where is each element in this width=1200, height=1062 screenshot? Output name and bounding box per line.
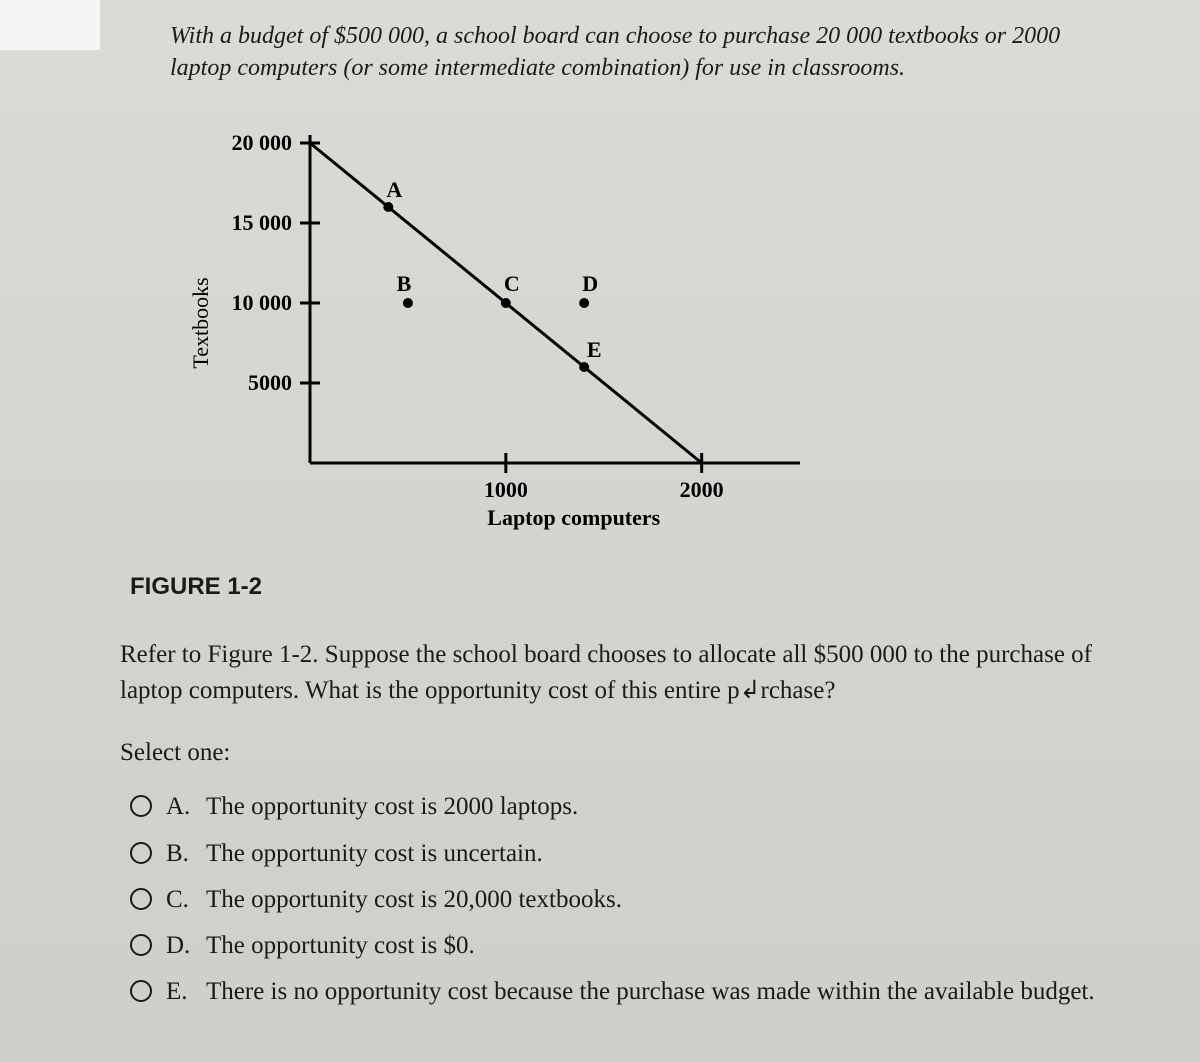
intro-text: With a budget of $500 000, a school boar…: [170, 20, 1150, 85]
svg-text:Laptop computers: Laptop computers: [487, 505, 660, 530]
svg-text:2000: 2000: [680, 477, 724, 502]
select-one-label: Select one:: [120, 739, 1150, 767]
radio-icon[interactable]: [130, 795, 152, 817]
option-c[interactable]: C.The opportunity cost is 20,000 textboo…: [130, 882, 1150, 918]
svg-text:15 000: 15 000: [232, 210, 293, 235]
question-text: Refer to Figure 1-2. Suppose the school …: [120, 637, 1120, 710]
radio-icon[interactable]: [130, 842, 152, 864]
svg-text:1000: 1000: [484, 477, 528, 502]
svg-text:E: E: [587, 337, 602, 362]
option-letter: E.: [166, 974, 206, 1010]
svg-text:D: D: [582, 271, 598, 296]
svg-text:Textbooks: Textbooks: [188, 277, 213, 368]
option-b[interactable]: B.The opportunity cost is uncertain.: [130, 836, 1150, 872]
option-a[interactable]: A.The opportunity cost is 2000 laptops.: [130, 789, 1150, 825]
option-e[interactable]: E.There is no opportunity cost because t…: [130, 974, 1150, 1010]
svg-text:5000: 5000: [248, 370, 292, 395]
radio-icon[interactable]: [130, 934, 152, 956]
option-letter: B.: [166, 836, 206, 872]
figure-1-2-chart: 5000 10 000 15 000 20 000 1000 2000 A B C D E Lapto…: [180, 113, 1150, 543]
svg-text:C: C: [504, 271, 520, 296]
svg-text:10 000: 10 000: [232, 290, 293, 315]
option-letter: D.: [166, 928, 206, 964]
options-group: A.The opportunity cost is 2000 laptops.B…: [130, 789, 1150, 1010]
option-d[interactable]: D.The opportunity cost is $0.: [130, 928, 1150, 964]
option-text: The opportunity cost is uncertain.: [206, 836, 1150, 872]
svg-text:A: A: [386, 177, 402, 202]
figure-label: FIGURE 1-2: [130, 573, 1150, 601]
option-text: The opportunity cost is $0.: [206, 928, 1150, 964]
radio-icon[interactable]: [130, 888, 152, 910]
svg-text:B: B: [397, 271, 412, 296]
option-text: The opportunity cost is 2000 laptops.: [206, 789, 1150, 825]
option-text: There is no opportunity cost because the…: [206, 974, 1150, 1010]
option-letter: C.: [166, 882, 206, 918]
svg-text:20 000: 20 000: [232, 130, 293, 155]
radio-icon[interactable]: [130, 980, 152, 1002]
option-letter: A.: [166, 789, 206, 825]
option-text: The opportunity cost is 20,000 textbooks…: [206, 882, 1150, 918]
